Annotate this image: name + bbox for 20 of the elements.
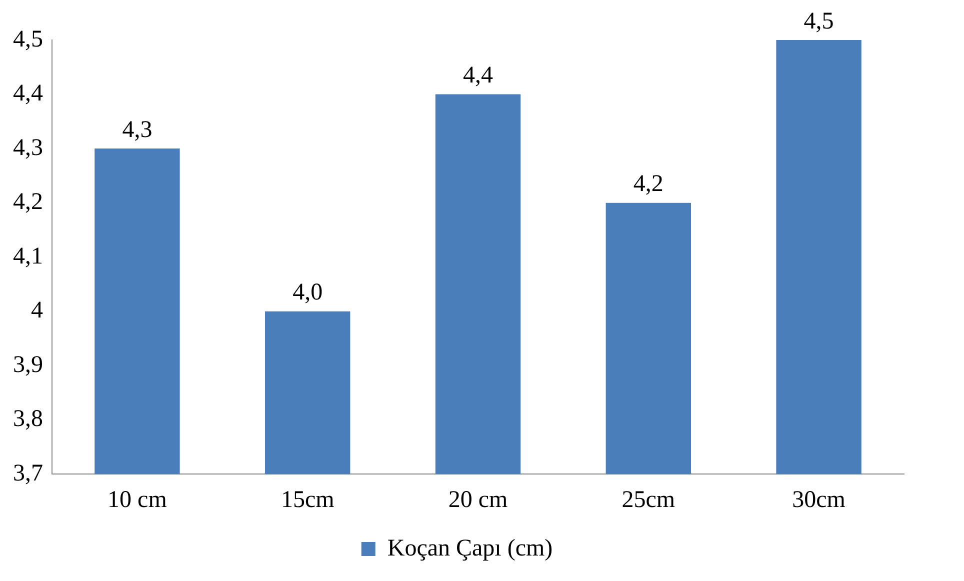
data-label: 4,0 (292, 280, 323, 306)
data-label: 4,4 (463, 62, 493, 89)
y-tick-label: 4,3 (13, 134, 43, 161)
x-tick-label: 10 cm (108, 486, 168, 513)
data-label: 4,2 (633, 171, 664, 198)
data-label: 4,5 (804, 8, 834, 34)
y-tick-label: 4,1 (13, 243, 43, 270)
legend-label: Koçan Çapı (cm) (387, 535, 553, 562)
x-tick-label: 15cm (280, 486, 335, 513)
y-tick-label: 4 (31, 298, 43, 324)
x-tick-label: 30cm (792, 486, 846, 513)
y-tick-label: 4,5 (13, 26, 43, 52)
y-tick-label: 4,2 (13, 189, 43, 216)
x-tick-label: 25cm (622, 486, 676, 513)
y-tick-label: 3,8 (13, 406, 43, 432)
y-tick-label: 3,9 (13, 352, 43, 378)
y-tick-label: 3,7 (13, 460, 43, 486)
x-tick-label: 20 cm (448, 486, 508, 513)
y-tick-label: 4,4 (13, 80, 43, 107)
data-label: 4,3 (122, 116, 152, 143)
